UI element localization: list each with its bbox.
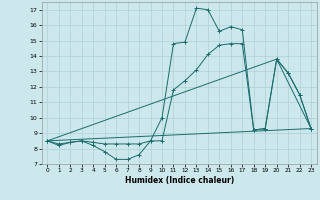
X-axis label: Humidex (Indice chaleur): Humidex (Indice chaleur)	[124, 176, 234, 185]
